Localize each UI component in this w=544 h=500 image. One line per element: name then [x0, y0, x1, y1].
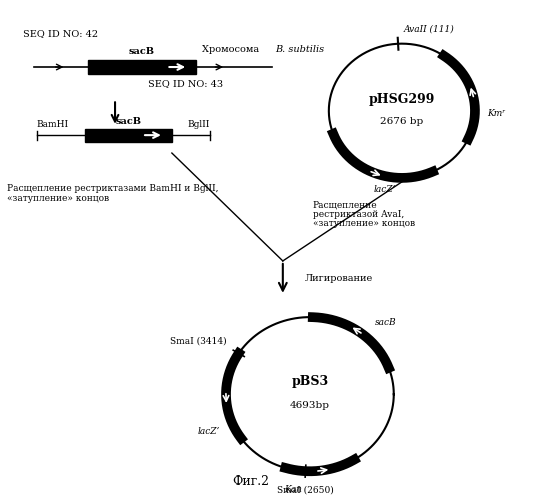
Text: «затупление» концов: «затупление» концов	[313, 219, 415, 228]
Text: Расщепление рестриктазами BamHI и BglII,: Расщепление рестриктазами BamHI и BglII,	[7, 184, 218, 194]
Text: Хромосома: Хромосома	[202, 45, 262, 54]
Text: BglII: BglII	[187, 120, 210, 128]
Text: Лигирование: Лигирование	[305, 274, 373, 283]
Text: B. subtilis: B. subtilis	[275, 45, 324, 54]
Text: Kmʳ: Kmʳ	[487, 108, 505, 118]
Text: Расщепление: Расщепление	[313, 200, 377, 209]
FancyBboxPatch shape	[85, 128, 172, 141]
Text: sacB: sacB	[115, 116, 141, 126]
Text: «затупление» концов: «затупление» концов	[7, 194, 109, 203]
FancyBboxPatch shape	[88, 60, 196, 74]
Text: Kan: Kan	[284, 485, 302, 494]
Text: BamHI: BamHI	[36, 120, 69, 128]
Text: Фиг.2: Фиг.2	[232, 474, 269, 488]
Text: SmaI (2650): SmaI (2650)	[276, 485, 333, 494]
Text: SEQ ID NO: 42: SEQ ID NO: 42	[23, 28, 98, 38]
Text: рестриктазой AvaI,: рестриктазой AvaI,	[313, 210, 404, 218]
Text: lacZ’: lacZ’	[198, 427, 220, 436]
Text: SEQ ID NO: 43: SEQ ID NO: 43	[147, 80, 222, 88]
Text: SmaI (3414): SmaI (3414)	[170, 336, 226, 345]
Text: 2676 bp: 2676 bp	[380, 117, 424, 126]
Text: pHSG299: pHSG299	[369, 94, 435, 106]
Text: pBS3: pBS3	[292, 376, 329, 388]
Text: 4693bp: 4693bp	[290, 400, 330, 409]
Text: sacB: sacB	[375, 318, 396, 326]
Text: AvaII (111): AvaII (111)	[404, 25, 454, 34]
Text: sacB: sacB	[129, 47, 155, 56]
Text: lacZ’: lacZ’	[373, 185, 395, 194]
